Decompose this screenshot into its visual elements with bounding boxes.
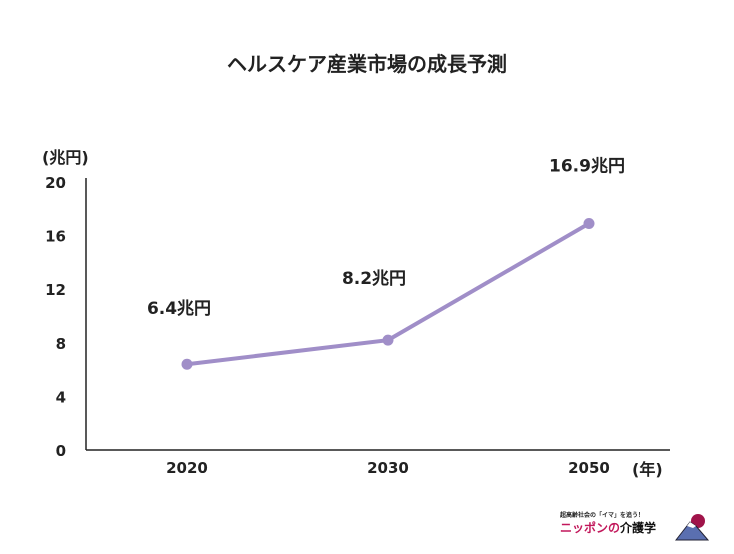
y-tick-label: 0 [56, 442, 66, 460]
x-tick-label: 2030 [367, 459, 409, 477]
logo-name-part2: 介護学 [620, 521, 657, 535]
data-point [382, 334, 394, 346]
logo-name-part1: ニッポンの [560, 521, 621, 535]
data-label: 8.2兆円 [342, 269, 406, 289]
logo-tagline: 超高齢社会の「イマ」を追う！ [560, 512, 645, 519]
data-label: 6.4兆円 [147, 299, 211, 319]
chart-title: ヘルスケア産業市場の成長予測 [227, 52, 507, 76]
y-tick-label: 8 [56, 335, 66, 353]
mount-fuji-icon [674, 514, 710, 541]
x-axis-unit: (年) [632, 460, 663, 479]
logo: 超高齢社会の「イマ」を追う！ ニッポンの介護学 [560, 510, 710, 544]
x-tick-label: 2020 [166, 459, 208, 477]
data-point [583, 218, 595, 230]
y-tick-label: 16 [45, 228, 66, 246]
y-tick-label: 20 [45, 174, 66, 192]
y-tick-label: 12 [45, 281, 66, 299]
data-point [181, 358, 193, 370]
logo-name: ニッポンの介護学 [560, 519, 710, 536]
data-label: 16.9兆円 [549, 157, 625, 177]
x-tick-label: 2050 [568, 459, 610, 477]
y-tick-label: 4 [56, 388, 66, 406]
y-axis-unit: (兆円) [42, 148, 89, 167]
